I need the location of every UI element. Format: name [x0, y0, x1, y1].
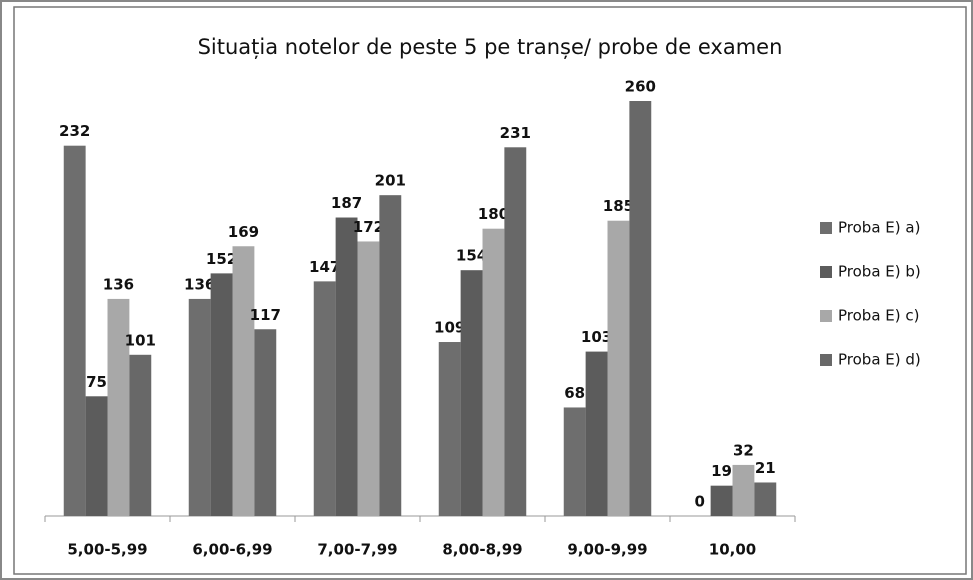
legend-label: Proba E) a): [838, 219, 920, 237]
data-label: 260: [625, 78, 656, 96]
data-label: 232: [59, 122, 90, 140]
bar: [629, 101, 652, 516]
data-label: 136: [184, 275, 215, 293]
legend-swatch: [820, 266, 832, 278]
bar: [585, 351, 608, 516]
data-label: 0: [694, 493, 704, 511]
bar: [313, 281, 336, 516]
x-tick-label: 7,00-7,99: [317, 541, 397, 559]
data-label: 201: [375, 172, 406, 190]
data-label: 109: [434, 319, 465, 337]
data-label: 187: [331, 194, 362, 212]
data-label: 231: [500, 124, 531, 142]
data-label: 68: [564, 384, 585, 402]
data-label: 103: [581, 328, 612, 346]
x-tick-label: 5,00-5,99: [67, 541, 147, 559]
bar: [460, 270, 483, 516]
legend-label: Proba E) c): [838, 307, 919, 325]
bar: [710, 485, 733, 516]
x-tick-label: 9,00-9,99: [567, 541, 647, 559]
bar: [504, 147, 527, 517]
data-label: 180: [478, 205, 509, 223]
bar: [254, 329, 277, 516]
data-label: 32: [733, 441, 754, 459]
data-label: 154: [456, 247, 487, 265]
data-label: 117: [250, 306, 281, 324]
bar: [357, 241, 380, 516]
data-label: 147: [309, 258, 340, 276]
legend-swatch: [820, 222, 832, 234]
bar: [63, 145, 86, 516]
data-label: 101: [125, 331, 156, 349]
data-label: 185: [603, 197, 634, 215]
bar: [232, 246, 255, 516]
data-label: 169: [228, 223, 259, 241]
data-label: 136: [103, 275, 134, 293]
x-tick-label: 6,00-6,99: [192, 541, 272, 559]
bar: [563, 407, 586, 516]
bar: [482, 228, 505, 516]
data-label: 75: [86, 373, 107, 391]
legend-label: Proba E) d): [838, 351, 921, 369]
bar: [107, 298, 130, 516]
chart-title: Situația notelor de peste 5 pe tranșe/ p…: [198, 35, 783, 59]
bar: [438, 342, 461, 516]
legend-swatch: [820, 310, 832, 322]
bar: [754, 482, 777, 516]
data-label: 21: [755, 459, 776, 477]
bar: [732, 464, 755, 516]
bar: [129, 354, 152, 516]
bar: [335, 217, 358, 516]
x-tick-label: 8,00-8,99: [442, 541, 522, 559]
legend-label: Proba E) b): [838, 263, 921, 281]
x-tick-label: 10,00: [709, 541, 756, 559]
bar: [210, 273, 233, 516]
data-label: 19: [711, 462, 732, 480]
bar: [188, 298, 211, 516]
bar: [85, 396, 108, 516]
data-label: 172: [353, 218, 384, 236]
legend-swatch: [820, 354, 832, 366]
data-label: 152: [206, 250, 237, 268]
bar: [607, 220, 630, 516]
bar: [379, 195, 402, 516]
